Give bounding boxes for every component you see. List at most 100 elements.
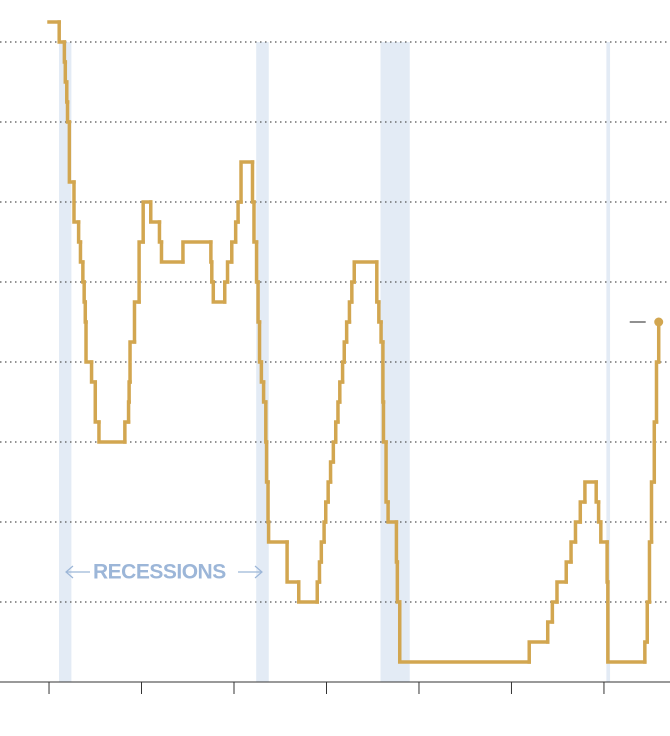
rate-step: [319, 540, 326, 564]
rate-step: [82, 280, 88, 304]
rate-step: [84, 320, 94, 364]
rate-step: [257, 320, 264, 364]
rate-step: [386, 500, 399, 524]
rate-step: [352, 260, 379, 284]
rate-step: [596, 500, 603, 524]
rate-step: [344, 320, 352, 344]
rate-step: [324, 500, 330, 524]
rate-step: [236, 200, 243, 224]
rate-step: [250, 160, 256, 204]
rate-step: [137, 240, 145, 304]
rate-step: [347, 300, 354, 324]
rate-step: [65, 100, 72, 124]
rate-step: [594, 480, 601, 504]
rate-step: [654, 360, 661, 424]
rate-step: [157, 220, 164, 244]
recession-annotation: RECESSIONS: [65, 561, 263, 584]
rate-step: [652, 420, 659, 484]
rate-step: [67, 120, 76, 184]
rate-step: [128, 340, 137, 384]
rate-step: [78, 240, 85, 264]
end-point: [654, 317, 664, 327]
rate-step: [350, 280, 356, 304]
rate-step: [254, 240, 260, 284]
rate-step: [233, 220, 240, 244]
rate-step: [62, 40, 68, 64]
rate-step: [123, 420, 131, 444]
arrow-right-head: [254, 565, 263, 579]
rate-step: [126, 400, 131, 424]
recession-label: RECESSIONS: [93, 561, 226, 584]
rate-step: [223, 280, 230, 304]
rate-step: [230, 240, 238, 264]
rate-step: [159, 240, 185, 264]
rate-step: [256, 280, 262, 324]
recession-layer: [59, 42, 611, 682]
rate-step: [342, 340, 349, 364]
arrow-left-head: [65, 565, 74, 579]
rate-step: [264, 440, 270, 484]
rate-step: [89, 360, 98, 384]
rate-step: [550, 600, 559, 624]
rate-step: [340, 360, 346, 384]
rate-step: [643, 640, 649, 664]
rate-step: [93, 380, 101, 424]
rate-step: [606, 580, 647, 664]
rate-step: [569, 540, 578, 564]
rate-step: [57, 20, 67, 44]
rate-step: [83, 300, 88, 324]
rate-step: [266, 480, 271, 524]
rate-step: [225, 260, 234, 284]
rate-step: [573, 520, 583, 544]
rate-step: [564, 560, 573, 584]
rate-step: [527, 640, 550, 664]
recession-band: [606, 42, 611, 682]
rate-step: [583, 480, 598, 504]
rate-step: [264, 400, 269, 444]
rate-step: [252, 200, 259, 244]
rate-step: [375, 260, 381, 304]
rate-step: [141, 200, 153, 244]
rate-step: [649, 480, 657, 544]
rate-step: [645, 600, 652, 644]
rate-step: [394, 520, 400, 564]
rate-step: [132, 300, 141, 344]
rate-step: [397, 600, 531, 664]
rate-step: [338, 380, 345, 404]
rate-step: [555, 580, 568, 604]
rate-step: [331, 440, 338, 464]
rate-step: [599, 520, 609, 544]
line-layer: [47, 20, 664, 664]
rate-step: [317, 560, 324, 584]
rate-step: [326, 480, 333, 504]
rate-step: [181, 240, 213, 264]
rate-step: [81, 260, 86, 284]
rate-step: [239, 160, 255, 204]
rate-step: [296, 580, 319, 604]
rate-step: [384, 440, 390, 504]
rate-step: [315, 580, 322, 604]
rate-step: [210, 260, 216, 284]
rate-step: [381, 340, 386, 404]
rate-step: [209, 240, 214, 264]
rate-step: [647, 540, 654, 604]
rate-step: [578, 500, 587, 524]
rate-step: [63, 60, 69, 84]
rate-step: [127, 380, 132, 404]
rate-step: [605, 540, 610, 584]
rate-step: [379, 320, 385, 344]
rate-step: [149, 200, 162, 224]
rate-step: [65, 80, 70, 104]
rate-step: [285, 540, 301, 584]
axis-layer: [0, 681, 670, 694]
rate-step: [322, 520, 328, 544]
rate-step: [266, 520, 289, 544]
grid-layer: [0, 41, 670, 603]
rate-step: [211, 280, 227, 304]
rate-step: [97, 420, 127, 444]
rate-step: [76, 220, 83, 244]
rate-step: [328, 460, 336, 484]
rate-step: [336, 400, 342, 424]
